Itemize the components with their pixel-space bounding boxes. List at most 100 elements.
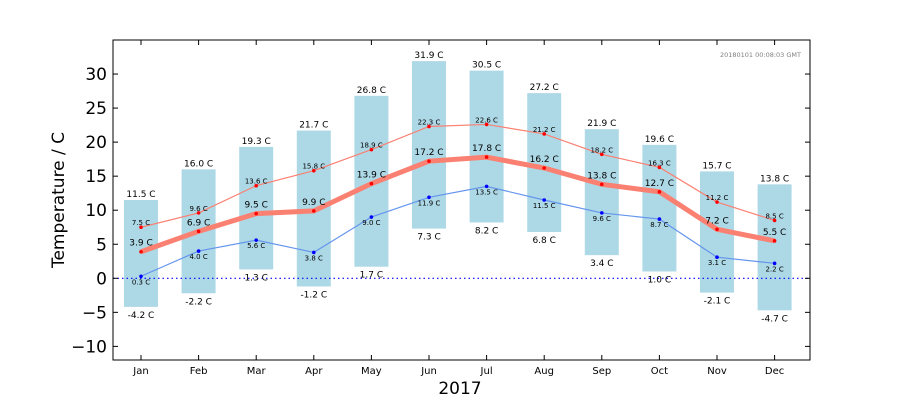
mean-low-label-aug: 11.5 C [533, 202, 556, 210]
max-label-apr: 21.7 C [299, 121, 328, 131]
mean-low-label-oct: 8.7 C [650, 221, 668, 229]
mean-low-label-nov: 3.1 C [708, 259, 726, 267]
mean-point-jan [139, 249, 143, 254]
max-label-jul: 30.5 C [472, 61, 501, 71]
mean-label-jun: 17.2 C [414, 148, 443, 158]
mean-label-jan: 3.9 C [129, 239, 152, 249]
mean-low-label-may: 9.0 C [362, 219, 380, 227]
mean-high-label-may: 18.9 C [360, 142, 383, 150]
mean-point-apr [312, 209, 316, 213]
y-tick-label: 30 [85, 65, 107, 85]
mean-low-point-sep [600, 211, 604, 215]
mean-low-line [140, 185, 775, 277]
mean-high-label-aug: 21.2 C [533, 126, 556, 134]
mean-high-label-sep: 18.2 C [590, 146, 613, 154]
max-label-dec: 13.8 C [760, 174, 789, 184]
min-label-may: 1.7 C [360, 271, 383, 281]
mean-low-point-may [369, 215, 374, 219]
mean-high-label-mar: 13.6 C [245, 178, 268, 186]
x-tick-label-aug: Aug [534, 366, 554, 377]
mean-low-point-aug [542, 198, 546, 202]
mean-high-point-dec [772, 218, 777, 223]
mean-low-label-jul: 13.5 C [475, 188, 498, 196]
mean-point-nov [715, 227, 719, 232]
min-label-apr: -1.2 C [300, 290, 327, 300]
mean-label-mar: 9.5 C [244, 201, 267, 211]
mean-point-aug [542, 166, 546, 170]
min-label-jul: 8.2 C [475, 226, 498, 236]
mean-point-may [369, 181, 374, 186]
mean-label-jul: 17.8 C [472, 144, 501, 154]
range-bar-aug [527, 93, 562, 232]
mean-point-mar [254, 211, 258, 216]
mean-high-label-nov: 11.2 C [706, 194, 729, 202]
mean-high-point-jul [484, 122, 489, 127]
mean-line [140, 154, 776, 255]
max-label-nov: 15.7 C [702, 161, 731, 171]
mean-high-point-jun [427, 124, 431, 129]
mean-high-line [140, 123, 775, 228]
mean-label-aug: 16.2 C [530, 155, 559, 165]
max-label-aug: 27.2 C [530, 83, 559, 93]
y-tick-label: 5 [96, 235, 107, 255]
range-bars [124, 61, 792, 311]
min-label-sep: 3.4 C [590, 259, 613, 269]
x-axis: Jan Feb Mar Apr May Jun Jul Aug Sep Oct Nov Dec [132, 40, 784, 377]
mean-high-label-dec: 8.5 C [765, 212, 783, 220]
range-bar-mar [239, 146, 274, 270]
mean-point-sep [600, 182, 604, 187]
max-label-may: 26.8 C [357, 86, 386, 96]
x-tick-label-apr: Apr [305, 366, 323, 377]
y-tick-label: 0 [96, 269, 107, 289]
min-label-mar: 1.3 C [244, 273, 267, 283]
mean-point-feb [196, 229, 201, 234]
mean-high-label-jul: 22.6 C [475, 116, 498, 124]
max-label-jan: 11.5 C [126, 190, 155, 200]
mean-low-label-mar: 5.6 C [247, 242, 265, 250]
markers [139, 122, 777, 279]
mean-label-oct: 12.7 C [645, 179, 674, 189]
mean-label-sep: 13.8 C [587, 171, 616, 181]
x-tick-label-jul: Jul [480, 366, 493, 377]
mean-low-label-apr: 3.8 C [305, 254, 323, 262]
mean-high-point-may [369, 147, 374, 152]
x-tick-label-jan: Jan [132, 366, 148, 377]
x-tick-label-nov: Nov [707, 366, 727, 377]
min-label-jan: -4.2 C [128, 311, 155, 321]
mean-label-dec: 5.5 C [763, 228, 786, 238]
min-label-nov: -2.1 C [704, 297, 731, 307]
mean-low-point-nov [715, 255, 719, 259]
mean-high-label-feb: 9.6 C [189, 205, 207, 213]
x-tick-label-dec: Dec [765, 366, 784, 377]
mean-high-point-jan [139, 225, 143, 230]
x-tick-label-mar: Mar [247, 366, 267, 377]
max-label-sep: 21.9 C [587, 119, 616, 129]
mean-low-label-jun: 11.9 C [418, 199, 441, 207]
x-tick-label-sep: Sep [592, 366, 611, 377]
timestamp-label: 20180101 00:08:03 GMT [720, 51, 801, 59]
plot-frame [112, 39, 811, 361]
mean-low-label-sep: 9.6 C [593, 215, 611, 223]
mean-low-point-jun [427, 195, 431, 200]
mean-low-point-jan [139, 274, 143, 279]
mean-high-point-mar [254, 183, 258, 188]
min-label-dec: -4.7 C [761, 314, 788, 324]
x-tick-label-jun: Jun [420, 366, 437, 377]
mean-label-feb: 6.9 C [187, 218, 210, 228]
mean-low-point-feb [196, 249, 201, 253]
mean-label-apr: 9.9 C [302, 198, 325, 208]
y-tick-label: 25 [85, 99, 107, 119]
y-tick-label: 20 [85, 133, 107, 153]
mean-low-point-mar [254, 238, 258, 242]
mean-point-jul [484, 155, 489, 159]
mean-high-label-apr: 15.8 C [302, 163, 325, 171]
data-labels: 11.5 C -4.2 C 3.9 C 7.5 C 0.3 C 16.0 C -2.2 C 6… [126, 51, 789, 324]
y-tick-label: −10 [71, 337, 107, 357]
mean-point-oct [657, 190, 662, 194]
mean-low-point-apr [312, 250, 316, 255]
mean-low-point-oct [657, 217, 662, 221]
mean-high-label-oct: 16.3 C [648, 159, 671, 167]
mean-low-label-jan: 0.3 C [132, 278, 150, 286]
mean-low-label-dec: 2.2 C [765, 265, 783, 273]
